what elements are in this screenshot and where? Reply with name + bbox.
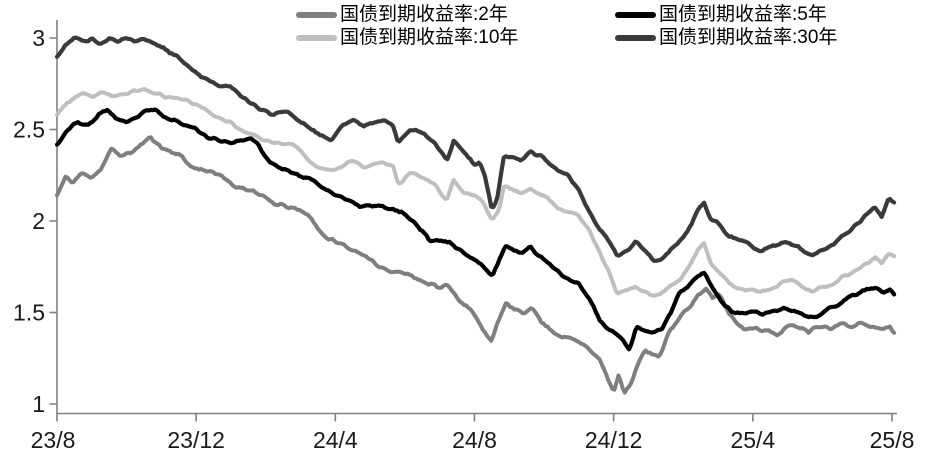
x-tick-label: 24/8 — [452, 427, 497, 453]
chart-legend: 国债到期收益率:2年 国债到期收益率:5年 国债到期收益率:10年 国债到期收益… — [296, 4, 837, 49]
y-tick-label: 1 — [32, 391, 45, 417]
legend-swatch-30y-line — [615, 35, 656, 41]
legend-label-10y: 国债到期收益率:10年 — [340, 27, 519, 48]
series-line-5y — [54, 107, 897, 352]
legend-item-5y: 国债到期收益率:5年 — [615, 4, 837, 26]
series-line-2y — [55, 135, 897, 395]
legend-item-10y: 国债到期收益率:10年 — [296, 27, 615, 49]
legend-label-5y: 国债到期收益率:5年 — [659, 4, 827, 25]
legend-swatch-2y-line — [296, 12, 337, 18]
legend-item-30y: 国债到期收益率:30年 — [615, 27, 837, 49]
series-line-10y — [55, 87, 897, 298]
y-tick-label: 1.5 — [13, 300, 45, 326]
series-line-30y — [54, 35, 897, 263]
x-tick-label: 23/8 — [31, 427, 76, 453]
legend-swatch-5y-line — [615, 12, 656, 18]
y-tick-label: 2.5 — [13, 117, 45, 143]
x-tick-label: 24/12 — [585, 427, 643, 453]
x-tick-label: 24/4 — [313, 427, 358, 453]
legend-swatch-10y-line — [296, 35, 337, 41]
legend-item-2y: 国债到期收益率:2年 — [296, 4, 615, 26]
legend-label-30y: 国债到期收益率:30年 — [659, 27, 838, 48]
y-tick-label: 3 — [32, 25, 45, 51]
x-tick-label: 23/12 — [167, 427, 225, 453]
x-tick-label: 25/4 — [730, 427, 775, 453]
legend-label-2y: 国债到期收益率:2年 — [340, 4, 508, 25]
x-tick-label: 25/8 — [870, 427, 915, 453]
axis-lines — [56, 20, 897, 415]
y-tick-label: 2 — [32, 208, 45, 234]
